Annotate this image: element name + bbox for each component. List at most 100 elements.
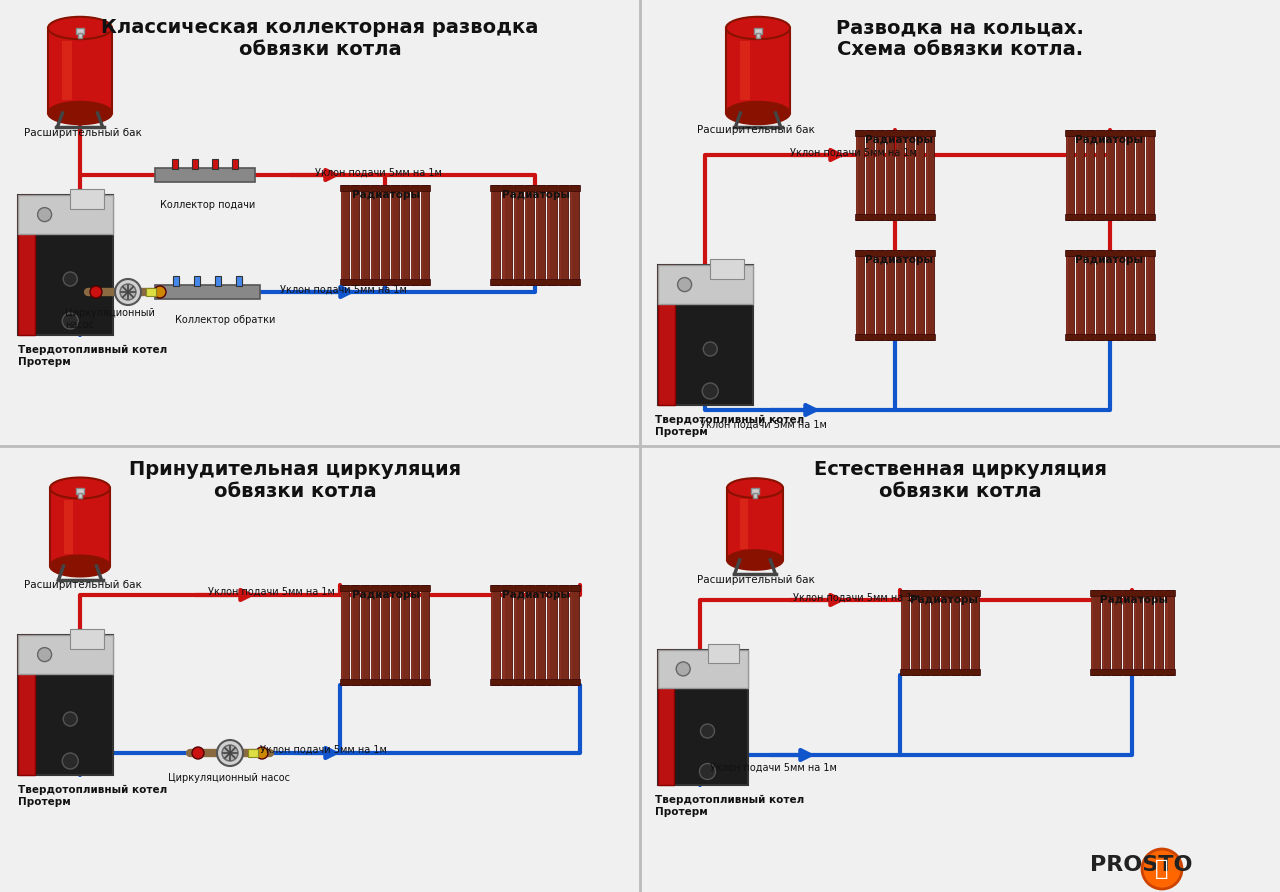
Bar <box>351 185 358 285</box>
Bar <box>1106 130 1114 220</box>
Bar <box>922 590 929 675</box>
Circle shape <box>37 648 51 662</box>
Bar <box>876 250 884 340</box>
Bar <box>1085 254 1088 336</box>
Bar <box>1066 130 1074 220</box>
Bar <box>525 189 527 281</box>
Bar <box>1144 590 1153 675</box>
Bar <box>1091 669 1175 675</box>
Bar <box>1085 134 1088 216</box>
Bar <box>421 589 422 681</box>
Bar <box>886 134 888 216</box>
Bar <box>18 195 113 235</box>
Bar <box>1137 130 1144 220</box>
Bar <box>1106 250 1114 340</box>
Circle shape <box>192 747 204 759</box>
Bar <box>1146 134 1148 216</box>
Bar <box>911 594 913 671</box>
Text: Твердотопливный котел
Протерм: Твердотопливный котел Протерм <box>655 415 804 437</box>
Bar <box>558 189 561 281</box>
Bar <box>492 585 500 685</box>
Bar <box>1066 254 1068 336</box>
Bar <box>886 130 893 220</box>
Bar <box>1123 594 1125 671</box>
Bar <box>570 585 579 685</box>
Ellipse shape <box>727 550 783 570</box>
Bar <box>1076 254 1078 336</box>
Bar <box>502 189 504 281</box>
Bar <box>558 185 568 285</box>
Bar <box>906 254 908 336</box>
Bar <box>371 185 379 285</box>
Bar <box>855 334 934 340</box>
Bar <box>558 585 568 685</box>
Bar <box>340 679 430 685</box>
Circle shape <box>218 740 243 766</box>
Text: Уклон подачи 5мм на 1м: Уклон подачи 5мм на 1м <box>280 285 407 295</box>
Bar <box>401 589 403 681</box>
Bar <box>351 189 353 281</box>
Circle shape <box>63 753 78 769</box>
Bar <box>1123 590 1132 675</box>
Text: Радиаторы: Радиаторы <box>352 590 420 600</box>
Text: Расширительный бак: Расширительный бак <box>24 128 142 138</box>
Bar <box>1096 134 1098 216</box>
Polygon shape <box>727 488 783 560</box>
Bar <box>390 589 393 681</box>
Bar <box>751 488 759 494</box>
Bar <box>558 589 561 681</box>
Bar <box>1096 250 1103 340</box>
Text: PROSTO: PROSTO <box>1091 855 1193 875</box>
Bar <box>490 185 580 191</box>
Bar <box>212 159 218 169</box>
Ellipse shape <box>726 102 790 124</box>
Bar <box>371 589 372 681</box>
Bar <box>1091 590 1100 675</box>
Bar <box>856 254 858 336</box>
Bar <box>18 635 113 674</box>
Bar <box>972 594 973 671</box>
Bar <box>502 585 512 685</box>
Bar <box>916 254 918 336</box>
Bar <box>525 185 534 285</box>
Bar <box>867 254 868 336</box>
Bar <box>361 189 364 281</box>
Bar <box>513 189 516 281</box>
Text: Радиаторы: Радиаторы <box>865 255 933 265</box>
Bar <box>911 590 919 675</box>
Bar <box>1116 130 1124 220</box>
Bar <box>1116 134 1117 216</box>
Bar <box>340 585 349 685</box>
Bar <box>901 594 902 671</box>
Bar <box>896 250 904 340</box>
Bar <box>195 276 200 286</box>
Bar <box>548 189 549 281</box>
Bar <box>146 288 156 296</box>
Text: Расширительный бак: Расширительный бак <box>24 580 142 590</box>
Bar <box>70 629 104 648</box>
Bar <box>1106 134 1108 216</box>
Bar <box>1146 250 1155 340</box>
Bar <box>876 130 884 220</box>
Ellipse shape <box>726 17 790 39</box>
Circle shape <box>154 286 166 298</box>
Bar <box>525 585 534 685</box>
Bar <box>972 590 979 675</box>
Bar <box>941 590 948 675</box>
Bar <box>1112 594 1115 671</box>
Circle shape <box>699 764 716 780</box>
Bar <box>1076 134 1078 216</box>
Bar <box>658 265 675 405</box>
Text: Уклон подачи 5мм на 1м: Уклон подачи 5мм на 1м <box>315 168 442 178</box>
Text: Радиаторы: Радиаторы <box>865 135 933 145</box>
Bar <box>18 195 113 335</box>
Bar <box>1137 254 1138 336</box>
Bar <box>513 185 522 285</box>
Circle shape <box>90 286 102 298</box>
Bar <box>855 250 934 256</box>
Bar <box>361 585 369 685</box>
Bar <box>390 185 399 285</box>
Text: Радиаторы: Радиаторы <box>1100 595 1169 605</box>
Bar <box>876 254 878 336</box>
Bar <box>1085 130 1094 220</box>
